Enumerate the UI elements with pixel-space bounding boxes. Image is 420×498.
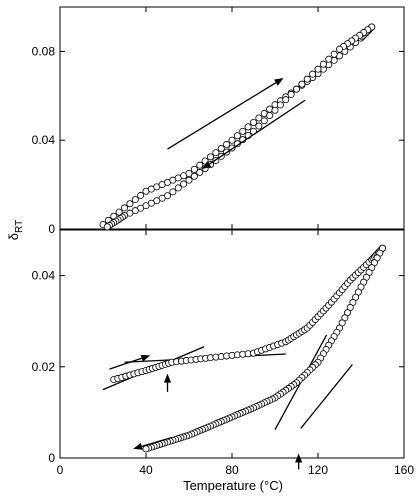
data-point xyxy=(287,90,295,98)
bottom-panel: 0 0.02 0.04 0 40 80 120 160 xyxy=(32,229,414,477)
annotation-arrow xyxy=(109,357,142,370)
data-point xyxy=(174,184,182,192)
annotation-arrow xyxy=(141,436,172,447)
data-point xyxy=(282,96,290,104)
data-point xyxy=(180,180,188,188)
data-point xyxy=(330,50,338,58)
data-point xyxy=(137,191,145,199)
data-point xyxy=(196,161,204,169)
data-point xyxy=(142,445,150,453)
y-axis-title-main: δ xyxy=(6,233,21,240)
data-point xyxy=(260,117,268,125)
data-point xyxy=(239,127,247,135)
top-panel: 0 0.04 0.08 xyxy=(32,6,405,236)
data-point xyxy=(276,101,284,109)
y-tick-label: 0.02 xyxy=(32,360,56,374)
data-point xyxy=(244,123,252,131)
data-point xyxy=(190,165,198,173)
data-point xyxy=(185,169,193,177)
data-point xyxy=(249,118,257,126)
x-tick-label: 0 xyxy=(57,463,64,477)
data-point xyxy=(212,149,220,157)
annotation-arrow xyxy=(167,82,277,150)
x-tick-label: 120 xyxy=(308,463,328,477)
data-point xyxy=(223,140,231,148)
fit-line xyxy=(300,364,353,429)
y-tick-label: 0.04 xyxy=(32,133,56,147)
annotation-arrowhead xyxy=(140,354,151,362)
data-point xyxy=(309,70,317,78)
annotation-arrowhead xyxy=(201,161,212,170)
annotation-arrowhead xyxy=(163,373,172,383)
annotation-arrowhead xyxy=(133,442,143,450)
data-point xyxy=(131,196,139,204)
y-axis-title-sub: RT xyxy=(14,220,25,233)
data-point xyxy=(121,204,129,212)
data-point xyxy=(169,188,177,196)
y-tick-label: 0.08 xyxy=(32,44,56,58)
x-tick-label: 80 xyxy=(225,463,239,477)
data-point xyxy=(190,172,198,180)
data-point xyxy=(196,168,204,176)
data-point xyxy=(206,153,214,161)
data-point xyxy=(325,55,333,63)
data-point xyxy=(217,145,225,153)
annotation-arrow xyxy=(209,99,306,165)
x-tick-label: 160 xyxy=(394,463,414,477)
annotation-arrowhead xyxy=(295,453,303,463)
data-point xyxy=(292,85,300,93)
data-point xyxy=(233,132,241,140)
data-point xyxy=(266,112,274,120)
x-axis-title: Temperature (°C) xyxy=(183,478,283,493)
data-point xyxy=(255,114,263,122)
annotation-arrowhead xyxy=(274,78,284,86)
data-point xyxy=(319,60,327,68)
data-point xyxy=(103,223,111,231)
y-tick-label: 0.04 xyxy=(32,269,56,283)
y-tick-label: 0 xyxy=(48,451,55,465)
x-tick-label: 40 xyxy=(139,463,153,477)
data-point xyxy=(255,122,263,130)
data-point xyxy=(303,75,311,83)
data-point xyxy=(314,65,322,73)
data-point xyxy=(271,106,279,114)
data-point xyxy=(126,200,134,208)
data-point xyxy=(335,45,343,53)
data-point xyxy=(298,80,306,88)
plot-frame xyxy=(59,229,405,459)
y-axis-title: δRT xyxy=(6,220,25,240)
data-point xyxy=(228,136,236,144)
y-tick-label: 0 xyxy=(48,222,55,236)
data-point xyxy=(185,176,193,184)
